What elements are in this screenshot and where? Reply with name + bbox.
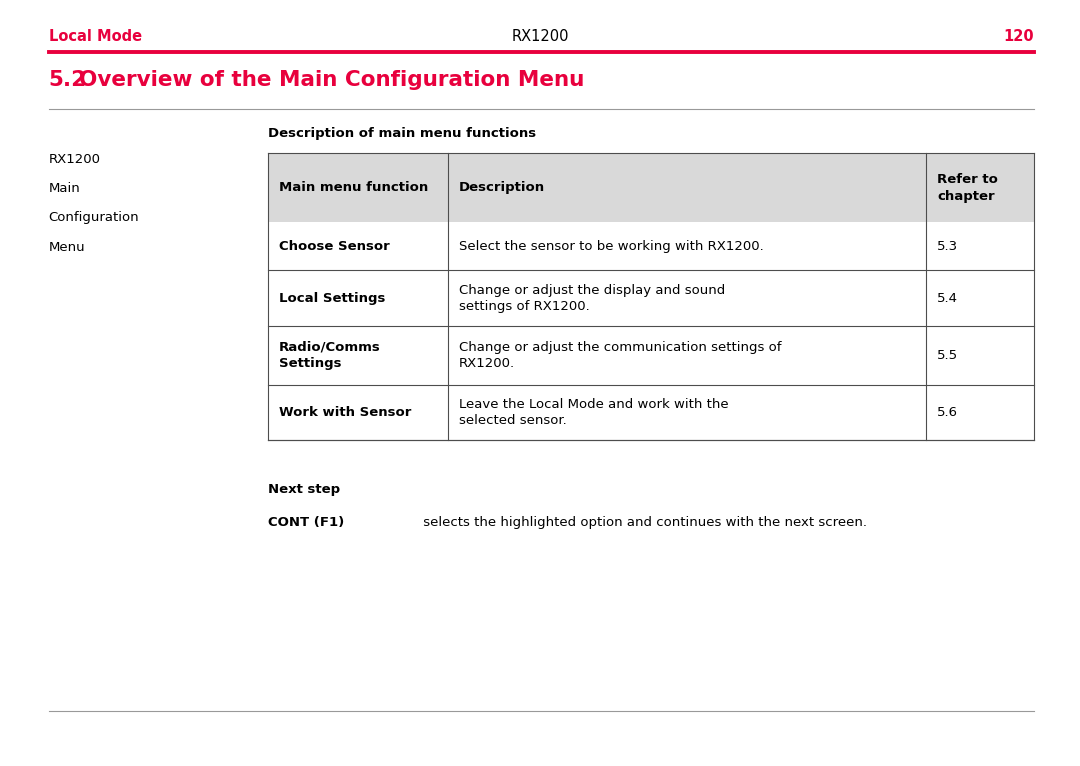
- Text: Overview of the Main Configuration Menu: Overview of the Main Configuration Menu: [49, 70, 584, 90]
- Text: Description: Description: [459, 182, 544, 194]
- Text: 5.5: 5.5: [937, 349, 958, 362]
- Text: Choose Sensor: Choose Sensor: [279, 240, 390, 253]
- Text: Local Mode: Local Mode: [49, 29, 141, 44]
- Text: Description of main menu functions: Description of main menu functions: [268, 127, 536, 139]
- Text: RX1200: RX1200: [49, 153, 100, 166]
- Text: 5.3: 5.3: [937, 240, 958, 253]
- Text: Work with Sensor: Work with Sensor: [279, 406, 411, 419]
- Bar: [268, 153, 1034, 222]
- Bar: [268, 385, 1034, 440]
- Text: Change or adjust the communication settings of
RX1200.: Change or adjust the communication setti…: [459, 341, 781, 370]
- Text: Local Settings: Local Settings: [279, 292, 384, 305]
- Bar: [268, 326, 1034, 385]
- Text: Main: Main: [49, 182, 80, 195]
- Text: Refer to
chapter: Refer to chapter: [937, 172, 998, 203]
- Text: Radio/Comms
Settings: Radio/Comms Settings: [279, 341, 380, 370]
- Text: Menu: Menu: [49, 241, 85, 254]
- Text: Next step: Next step: [268, 483, 340, 496]
- Text: Change or adjust the display and sound
settings of RX1200.: Change or adjust the display and sound s…: [459, 283, 725, 313]
- Text: selects the highlighted option and continues with the next screen.: selects the highlighted option and conti…: [419, 516, 867, 529]
- Text: Main menu function: Main menu function: [279, 182, 428, 194]
- Text: 5.2: 5.2: [49, 70, 86, 90]
- Text: Leave the Local Mode and work with the
selected sensor.: Leave the Local Mode and work with the s…: [459, 398, 728, 427]
- Text: 5.4: 5.4: [937, 292, 958, 305]
- Text: Select the sensor to be working with RX1200.: Select the sensor to be working with RX1…: [459, 240, 764, 253]
- Text: 120: 120: [1003, 29, 1034, 44]
- Text: 5.6: 5.6: [937, 406, 958, 419]
- Text: RX1200: RX1200: [511, 29, 569, 44]
- Text: CONT (F1): CONT (F1): [268, 516, 345, 529]
- Bar: [268, 270, 1034, 326]
- Bar: [268, 222, 1034, 270]
- Text: Configuration: Configuration: [49, 211, 139, 224]
